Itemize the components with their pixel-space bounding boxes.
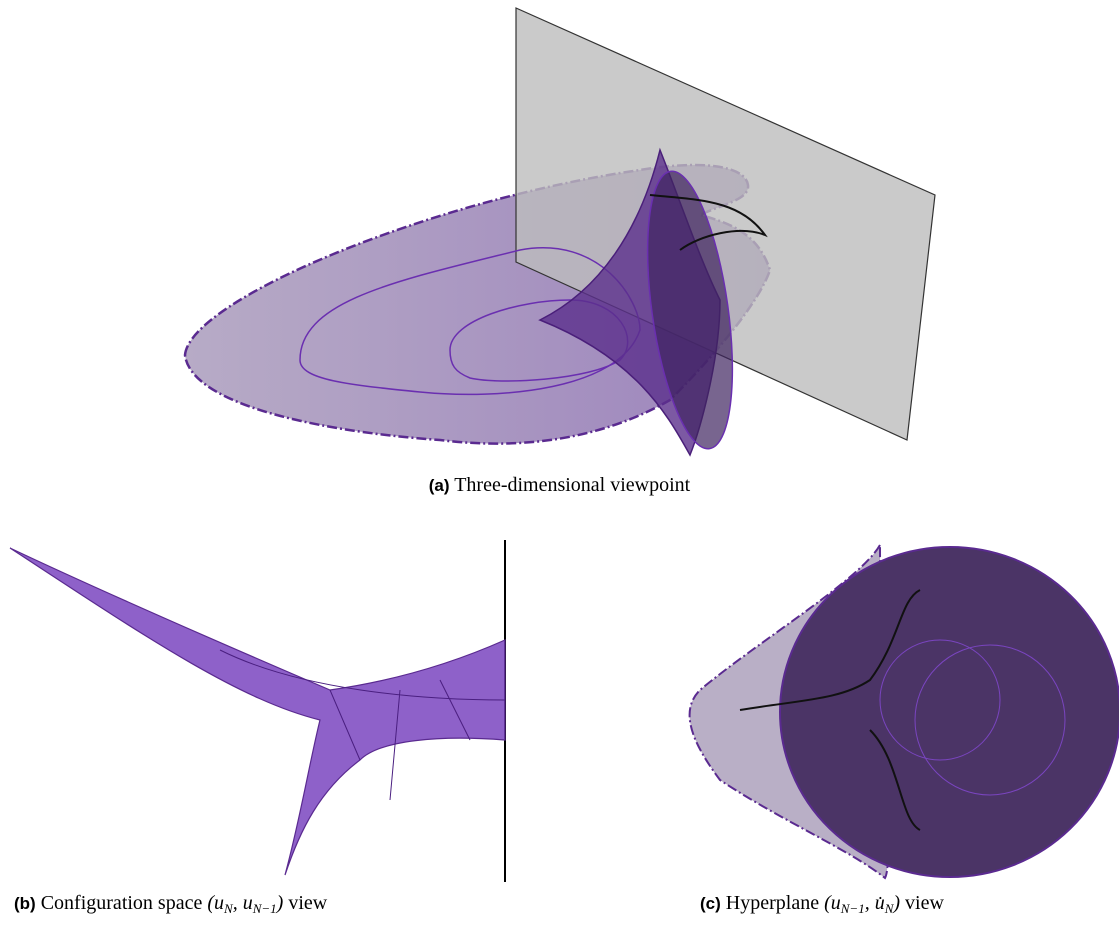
hyperplane — [515, 7, 936, 441]
caption-part: Configuration space — [40, 892, 203, 914]
intersection — [649, 194, 768, 251]
panel-b — [9, 540, 506, 882]
intersection — [739, 589, 921, 831]
contour — [879, 639, 1001, 761]
caption-part: Hyperplane — [725, 892, 820, 914]
caption-part: N — [884, 901, 894, 916]
caption-part: , u̇ — [864, 892, 885, 914]
panel-a — [183, 7, 936, 457]
caption-part: (u — [824, 892, 841, 914]
caption-part: N−1 — [840, 901, 865, 916]
caption-c: (c) Hyperplane (uN−1, u̇N) view — [700, 892, 944, 917]
contour — [914, 644, 1066, 796]
caption-part: ) — [276, 892, 284, 914]
caption-part: ) — [893, 892, 901, 914]
caption-part: (a) — [428, 476, 450, 495]
caption-part: N — [224, 901, 233, 916]
caption-part: (b) — [14, 894, 36, 913]
caption-part: , u — [232, 892, 253, 914]
panel-c — [688, 541, 1119, 880]
caption-part: (u — [207, 892, 225, 914]
funnel-disc — [646, 170, 734, 450]
contour — [219, 649, 506, 801]
caption-part: view — [288, 892, 328, 914]
funnel-disc — [779, 546, 1119, 878]
caption-part: (c) — [700, 894, 721, 913]
caption-part: N−1 — [252, 901, 277, 916]
caption-b: (b) Configuration space (uN, uN−1) view — [14, 892, 327, 917]
caption-part: view — [905, 892, 944, 914]
caption-part: Three-dimensional viewpoint — [454, 474, 691, 496]
caption-a: (a) Three-dimensional viewpoint — [0, 474, 1119, 497]
surface — [9, 547, 506, 876]
